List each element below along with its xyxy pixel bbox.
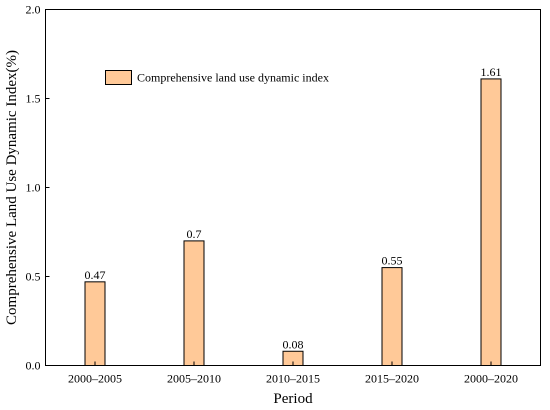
x-axis-ticks: 2000–2005 2005–2010 2010–2015 2015–2020 2000… [68, 361, 518, 386]
y-tick-label: 2.0 [26, 3, 41, 17]
bar-2015–2020 [381, 267, 403, 367]
legend: Comprehensive land use dynamic index [105, 70, 329, 85]
y-tick-label: 1.5 [26, 92, 41, 106]
y-tick-label: 1.0 [26, 181, 41, 195]
legend-label: Comprehensive land use dynamic index [137, 71, 329, 85]
data-label: 0.55 [382, 254, 403, 268]
data-label: 1.61 [481, 65, 502, 79]
bars-group [84, 78, 502, 367]
x-tick-label: 2005–2010 [167, 372, 221, 386]
data-label: 0.7 [187, 227, 202, 241]
y-axis-ticks: 0.0 0.5 1.0 1.5 2.0 [26, 3, 50, 373]
y-tick-label: 0.0 [26, 359, 41, 373]
bar-2005–2010 [183, 240, 205, 366]
data-labels-group: 0.47 0.7 0.08 0.55 1.61 [85, 65, 502, 351]
legend-swatch [105, 70, 132, 85]
bar-2000–2020 [480, 78, 502, 366]
data-label: 0.08 [283, 337, 304, 351]
x-tick-label: 2015–2020 [365, 372, 419, 386]
x-tick-label: 2010–2015 [266, 372, 320, 386]
bar-2000–2005 [84, 281, 106, 366]
x-tick-label: 2000–2005 [68, 372, 122, 386]
x-axis-title: Period [273, 391, 313, 407]
y-tick-label: 0.5 [26, 270, 41, 284]
y-axis-title: Comprehensive Land Use Dynamic Index(%) [4, 50, 20, 325]
data-label: 0.47 [85, 268, 106, 282]
x-tick-label: 2000–2020 [464, 372, 518, 386]
plot-frame [45, 9, 541, 366]
